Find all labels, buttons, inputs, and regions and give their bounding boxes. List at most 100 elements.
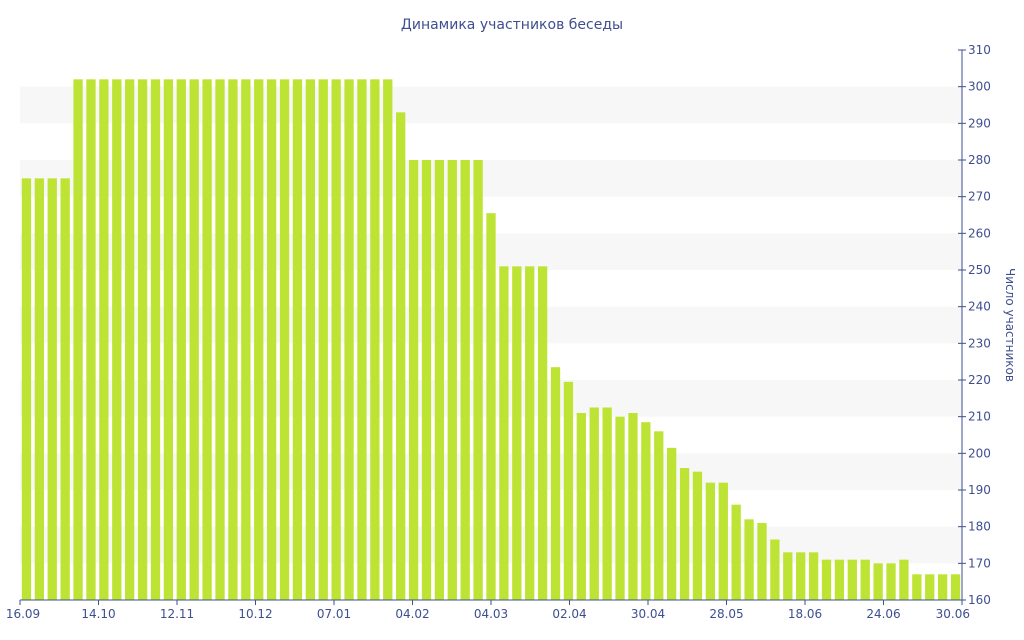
bar bbox=[266, 79, 277, 600]
bar bbox=[73, 79, 83, 600]
grid-band bbox=[20, 86, 962, 124]
x-tick-label: 10.12 bbox=[238, 607, 272, 621]
bar bbox=[421, 160, 432, 600]
x-tick-label: 04.02 bbox=[395, 607, 429, 621]
bar bbox=[318, 79, 328, 600]
x-tick-label: 30.04 bbox=[631, 607, 665, 621]
bar bbox=[938, 574, 948, 600]
y-tick-label: 280 bbox=[968, 153, 991, 167]
bar bbox=[667, 447, 677, 600]
bar bbox=[705, 482, 716, 600]
bar bbox=[589, 407, 599, 600]
bar bbox=[512, 266, 522, 600]
y-tick-label: 170 bbox=[968, 556, 991, 570]
bar bbox=[47, 178, 57, 600]
y-tick-label: 160 bbox=[968, 593, 991, 607]
bar bbox=[912, 574, 922, 600]
bar bbox=[821, 559, 832, 600]
bar bbox=[125, 79, 135, 600]
bar bbox=[60, 178, 70, 600]
x-tick-label: 18.06 bbox=[788, 607, 822, 621]
bar bbox=[331, 79, 341, 600]
x-tick-label: 30.06 bbox=[936, 607, 970, 621]
bar bbox=[886, 563, 896, 600]
bar bbox=[434, 160, 445, 600]
x-axis-ticks: 16.09 14.10 12.11 10.12 07.01 04.02 04.03 02.04… bbox=[6, 600, 970, 621]
bar bbox=[679, 468, 690, 600]
bar bbox=[834, 559, 845, 600]
bar bbox=[757, 523, 767, 600]
bar bbox=[215, 79, 225, 600]
bar bbox=[499, 266, 509, 600]
bar bbox=[731, 504, 741, 600]
bar bbox=[576, 413, 586, 600]
bar bbox=[150, 79, 161, 600]
bar bbox=[718, 482, 728, 600]
chart-title: Динамика участников беседы bbox=[401, 17, 623, 33]
bar bbox=[744, 519, 754, 600]
y-tick-label: 270 bbox=[968, 190, 991, 204]
y-axis-ticks: 160 170 180 190 200 210 220 230 240 250 260 270 280 2… bbox=[958, 43, 991, 607]
bar bbox=[202, 79, 212, 600]
y-tick-label: 290 bbox=[968, 116, 991, 130]
y-tick-label: 180 bbox=[968, 520, 991, 534]
bar bbox=[21, 178, 32, 600]
bar bbox=[254, 79, 264, 600]
bar bbox=[950, 574, 961, 600]
bar bbox=[808, 552, 819, 600]
x-tick-label: 28.05 bbox=[709, 607, 743, 621]
bar bbox=[860, 559, 870, 600]
bar bbox=[615, 416, 625, 600]
bar bbox=[112, 79, 122, 600]
bar bbox=[537, 266, 548, 600]
bar bbox=[344, 79, 354, 600]
x-tick-label: 04.03 bbox=[474, 607, 508, 621]
bar bbox=[873, 563, 883, 600]
bar bbox=[396, 112, 406, 600]
grid-band bbox=[20, 160, 962, 197]
y-tick-label: 210 bbox=[968, 410, 991, 424]
bar bbox=[796, 552, 806, 600]
bar bbox=[228, 79, 238, 600]
bar bbox=[783, 552, 793, 600]
y-axis-label: Число участников bbox=[1003, 268, 1017, 382]
bar bbox=[99, 79, 109, 600]
bars bbox=[21, 79, 961, 601]
bar bbox=[770, 539, 780, 600]
bar bbox=[473, 160, 483, 600]
bar bbox=[176, 79, 186, 600]
bar bbox=[925, 574, 935, 600]
bar bbox=[279, 79, 290, 600]
bar bbox=[241, 79, 251, 600]
bar bbox=[137, 79, 148, 600]
bar bbox=[692, 471, 703, 600]
bar bbox=[602, 407, 612, 600]
bar bbox=[550, 367, 561, 600]
bar bbox=[899, 559, 909, 600]
x-tick-label: 12.11 bbox=[160, 607, 194, 621]
bar bbox=[383, 79, 393, 600]
x-tick-label: 24.06 bbox=[866, 607, 900, 621]
bar bbox=[641, 422, 651, 600]
y-tick-label: 240 bbox=[968, 300, 991, 314]
y-tick-label: 230 bbox=[968, 336, 991, 350]
bar bbox=[460, 160, 470, 600]
bar bbox=[525, 266, 535, 600]
x-tick-label: 14.10 bbox=[81, 607, 115, 621]
x-tick-label: 02.04 bbox=[552, 607, 586, 621]
bar bbox=[408, 160, 419, 600]
bar bbox=[486, 213, 496, 601]
bar bbox=[847, 559, 857, 600]
bar bbox=[189, 79, 199, 600]
bar bbox=[163, 79, 174, 600]
bar bbox=[34, 178, 44, 600]
y-tick-label: 300 bbox=[968, 80, 991, 94]
bar bbox=[447, 160, 457, 600]
bar bbox=[370, 79, 380, 600]
x-tick-label: 16.09 bbox=[6, 607, 40, 621]
bar bbox=[357, 79, 367, 600]
y-tick-label: 250 bbox=[968, 263, 991, 277]
bar bbox=[86, 79, 96, 600]
y-tick-label: 190 bbox=[968, 483, 991, 497]
